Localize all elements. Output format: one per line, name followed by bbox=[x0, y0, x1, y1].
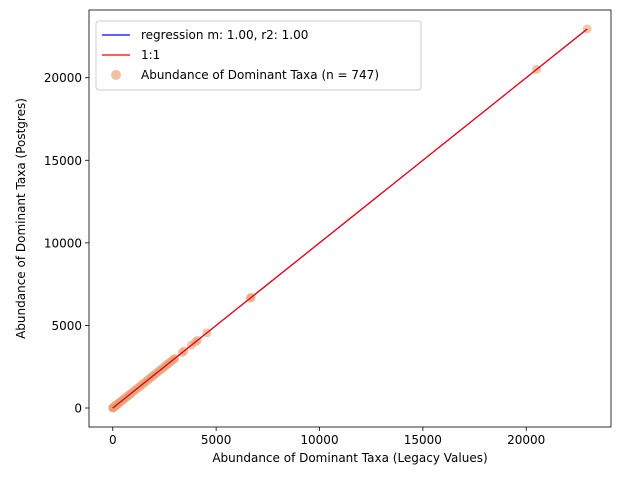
y-axis-ticks: 0 5000 10000 15000 20000 bbox=[44, 71, 89, 416]
x-tick-label: 10000 bbox=[300, 433, 338, 447]
legend-label-regression: regression m: 1.00, r2: 1.00 bbox=[141, 28, 308, 42]
y-tick-label: 5000 bbox=[51, 319, 82, 333]
x-tick-label: 5000 bbox=[201, 433, 232, 447]
legend-swatch-points bbox=[111, 70, 121, 80]
y-tick-label: 0 bbox=[74, 402, 82, 416]
legend-label-points: Abundance of Dominant Taxa (n = 747) bbox=[141, 68, 379, 82]
plot-frame bbox=[88, 9, 612, 428]
fit-lines bbox=[112, 28, 588, 409]
x-axis-label: Abundance of Dominant Taxa (Legacy Value… bbox=[212, 451, 487, 465]
y-tick-label: 15000 bbox=[44, 154, 82, 168]
y-tick-label: 10000 bbox=[44, 236, 82, 250]
x-axis-ticks: 0 5000 10000 15000 20000 bbox=[109, 427, 545, 447]
legend: regression m: 1.00, r2: 1.00 1:1 Abundan… bbox=[95, 20, 422, 91]
legend-label-one-to-one: 1:1 bbox=[141, 48, 160, 62]
one-to-one-line bbox=[112, 28, 588, 409]
y-axis-label: Abundance of Dominant Taxa (Postgres) bbox=[14, 98, 28, 339]
legend-box bbox=[95, 20, 422, 91]
y-tick-label: 20000 bbox=[44, 71, 82, 85]
x-tick-label: 20000 bbox=[507, 433, 545, 447]
x-tick-label: 0 bbox=[109, 433, 117, 447]
x-tick-label: 15000 bbox=[404, 433, 442, 447]
